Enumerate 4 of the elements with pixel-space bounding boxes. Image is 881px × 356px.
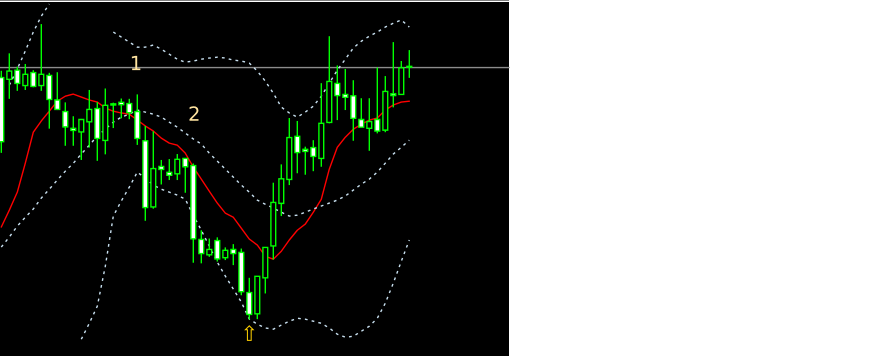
text: ⇧ [244,325,254,341]
series-label: 2 [190,106,198,121]
candlestick [62,102,68,146]
ref-line-label: 1 [132,56,140,70]
